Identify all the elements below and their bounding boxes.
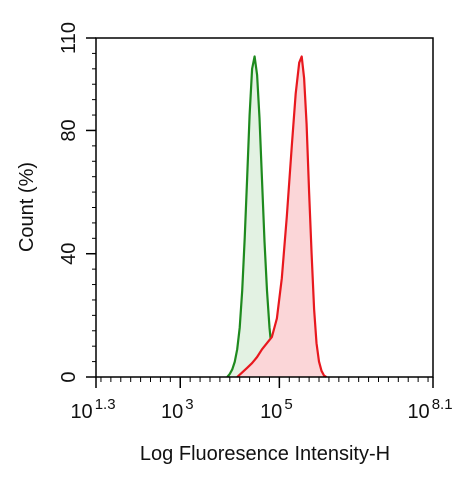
x-tick-base: 10 [161, 401, 183, 423]
x-tick-exponent: 5 [284, 396, 292, 413]
x-axis-title: Log Fluoresence Intensity-H [140, 443, 390, 465]
y-tick-label: 0 [58, 371, 80, 382]
series-2-line [236, 55, 327, 378]
series-1-area [227, 56, 280, 377]
x-tick-label: 10 1.3 [70, 396, 115, 423]
x-tick-label: 10 8.1 [407, 396, 452, 423]
x-tick-base: 10 [70, 401, 92, 423]
axis-ticks [86, 37, 434, 388]
x-tick-label: 10 5 [260, 396, 293, 423]
series-2-area [237, 56, 327, 377]
y-axis-title: Count (%) [16, 162, 38, 252]
y-tick-label: 40 [58, 243, 80, 265]
x-tick-base: 10 [407, 401, 429, 423]
x-tick-exponent: 8.1 [432, 396, 453, 413]
y-tick-label: 110 [58, 22, 80, 54]
x-tick-base: 10 [260, 401, 282, 423]
x-tick-exponent: 1.3 [95, 396, 116, 413]
y-tick-label: 80 [58, 119, 80, 141]
x-tick-label: 10 3 [161, 396, 194, 423]
x-tick-exponent: 3 [185, 396, 193, 413]
histogram-curves [226, 55, 327, 378]
